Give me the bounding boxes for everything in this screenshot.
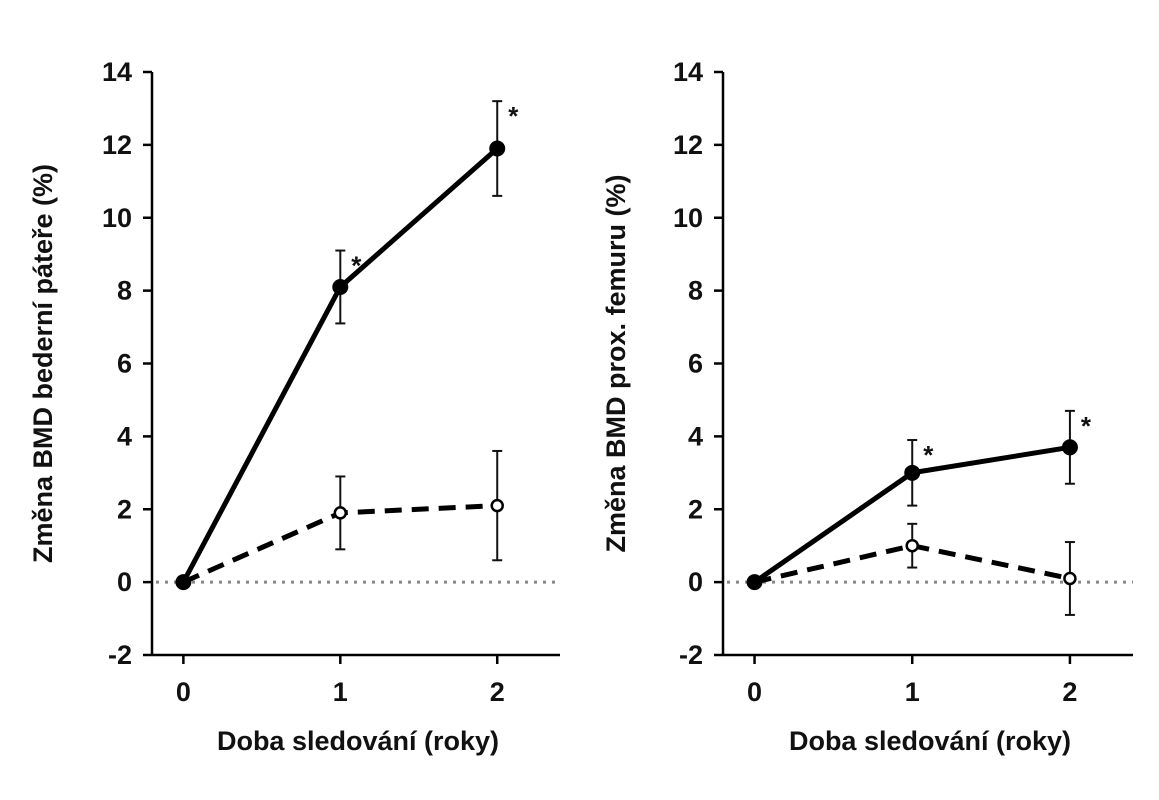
y-tick-label: 0 (688, 567, 703, 597)
series-filled-solid-point (332, 278, 349, 295)
significance-asterisk: * (1081, 411, 1092, 441)
x-tick-label: 0 (176, 677, 191, 707)
x-tick-label: 1 (905, 677, 920, 707)
x-tick-label: 0 (747, 677, 762, 707)
y-tick-label: 12 (673, 130, 703, 160)
y-tick-label: 14 (673, 57, 703, 87)
series-filled-solid-point (175, 574, 192, 591)
y-tick-label: 6 (688, 349, 703, 379)
y-tick-label: 14 (102, 57, 132, 87)
series-open-dashed-point (1063, 571, 1077, 586)
y-tick-label: 12 (102, 130, 132, 160)
series-filled-solid-point (746, 574, 763, 591)
x-tick-label: 2 (1062, 677, 1077, 707)
y-axis-title: Změna BMD prox. femuru (%) (601, 174, 631, 552)
x-axis-title: Doba sledování (roky) (789, 726, 1071, 756)
y-tick-label: 10 (673, 203, 703, 233)
series-filled-solid-point (1061, 439, 1078, 456)
significance-asterisk: * (508, 101, 519, 131)
y-tick-label: 8 (117, 276, 132, 306)
y-tick-label: 2 (688, 494, 703, 524)
y-tick-label: 4 (117, 421, 132, 451)
y-tick-label: 10 (102, 203, 132, 233)
y-tick-label: 0 (117, 567, 132, 597)
y-tick-label: -2 (679, 640, 703, 670)
x-tick-label: 1 (333, 677, 348, 707)
y-axis-title: Změna BMD bederní páteře (%) (28, 164, 58, 563)
x-tick-label: 2 (490, 677, 505, 707)
series-filled-solid-point (489, 140, 506, 157)
significance-asterisk: * (923, 440, 934, 470)
y-tick-label: 4 (688, 421, 703, 451)
y-tick-label: 8 (688, 276, 703, 306)
significance-asterisk: * (351, 251, 362, 281)
series-filled-solid-point (904, 464, 921, 481)
series-open-dashed-point (490, 498, 504, 513)
series-open-dashed-point (333, 506, 348, 520)
x-axis-title: Doba sledování (roky) (217, 726, 499, 756)
y-tick-label: 2 (117, 494, 132, 524)
y-tick-label: -2 (108, 640, 132, 670)
series-open-dashed-point (905, 538, 919, 553)
y-tick-label: 6 (117, 349, 132, 379)
